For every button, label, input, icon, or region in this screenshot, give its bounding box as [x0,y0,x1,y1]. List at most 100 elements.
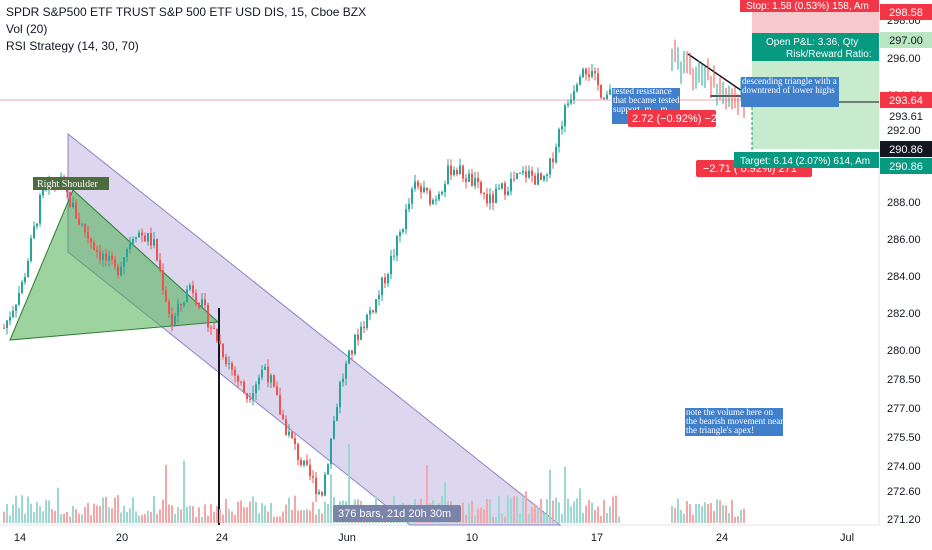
candle-body [3,327,5,329]
price-tick-label: 277.00 [887,403,921,415]
volume-bar [309,510,311,523]
candle-body [102,253,104,260]
volume-bar [51,509,53,523]
candle-body [435,199,437,201]
legend-volume[interactable]: Vol (20) [6,22,48,36]
candle-body [534,175,536,185]
volume-bar [189,505,191,523]
volume-bar [15,495,17,523]
candle-body [597,73,599,86]
volume-bar [468,503,470,523]
candle-body [210,327,212,329]
candle-body [198,302,200,308]
volume-bar [743,508,745,523]
triangle-note[interactable]: descending triangle with a downtrend of … [741,77,839,107]
candle-body [390,255,392,275]
candle-body [309,464,311,477]
resistance-text-wrap: tested resistance that became tested sup… [613,87,679,114]
volume-bar [234,514,236,523]
candle-body [294,438,296,445]
candle-body [120,266,122,276]
candle-body [444,184,446,192]
volume-bar [198,507,200,523]
candle-body [369,310,371,315]
candle-body [300,460,302,465]
volume-bar [285,504,287,523]
volume-bar [30,503,32,523]
candle-body [531,170,533,176]
right-shoulder-note[interactable]: Right Shoulder [33,177,109,190]
loss-label-1: 2.72 (−0.92%) −272 [628,110,729,127]
price-tick-label: 292.00 [887,125,921,137]
candle-body [462,165,464,179]
candle-body [519,172,521,174]
candle-body [459,165,461,175]
volume-bar [516,496,518,523]
candle-body [471,173,473,186]
volume-bar [330,474,332,523]
target-label-text: Target: 6.14 (2.07%) 614, Am [740,156,870,167]
volume-bar [204,504,206,523]
price-tick-label: 286.00 [887,234,921,246]
volume-bar [312,501,314,523]
volume-bar [609,506,611,523]
volume-bar [60,514,62,523]
volume-bar [171,505,173,523]
volume-bar [465,515,467,523]
volume-bar [615,495,617,523]
volume-bar [534,504,536,523]
candle-body [39,195,41,224]
volume-bar [186,506,188,523]
volume-bar [264,505,266,523]
volume-bar [123,505,125,523]
candle-body [90,238,92,243]
volume-note[interactable]: note the volume here on the bearish move… [685,408,784,438]
volume-bar [504,516,506,523]
volume-bar [216,506,218,523]
right-shoulder-box [33,177,109,190]
volume-bar [315,514,317,523]
volume-bar [57,487,59,523]
candle-body [360,326,362,340]
candle-body [81,223,83,225]
volume-bar [728,513,730,523]
candle-body [558,129,560,148]
legend-strategy[interactable]: RSI Strategy (14, 30, 70) [6,39,139,53]
price-tick-label: 275.50 [887,432,921,444]
candle-body [492,194,494,203]
legend-title[interactable]: SPDR S&P500 ETF TRUST S&P 500 ETF USD DI… [6,5,367,19]
volume-bar [612,496,614,523]
candle-body [540,173,542,180]
candle-body [606,94,608,99]
volume-bar [267,511,269,523]
candle-body [327,464,329,475]
volume-bar [294,495,296,523]
candle-body [588,74,590,77]
candle-body [387,274,389,284]
candle-body [36,223,38,227]
candle-body [525,171,527,178]
volume-bar [603,500,605,523]
volume-bar [213,511,215,523]
candle-body [189,285,191,290]
volume-bar [12,504,14,523]
candle-body [399,231,401,236]
price-tag-label: 290.86 [889,144,923,156]
time-tick-label: Jun [338,532,356,544]
candle-body [339,382,341,408]
volume-bar [249,501,251,523]
volume-bar [698,503,700,523]
candle-body [468,173,470,182]
volume-bar [689,504,691,523]
candle-body [228,363,230,365]
candle-body [333,420,335,439]
candle-body [447,165,449,185]
volume-bar [291,509,293,523]
volume-bar [597,506,599,523]
candle-body [213,327,215,329]
candle-body [417,181,419,187]
candle-body [312,476,314,478]
candle-body [516,173,518,180]
volume-bar [102,497,104,523]
